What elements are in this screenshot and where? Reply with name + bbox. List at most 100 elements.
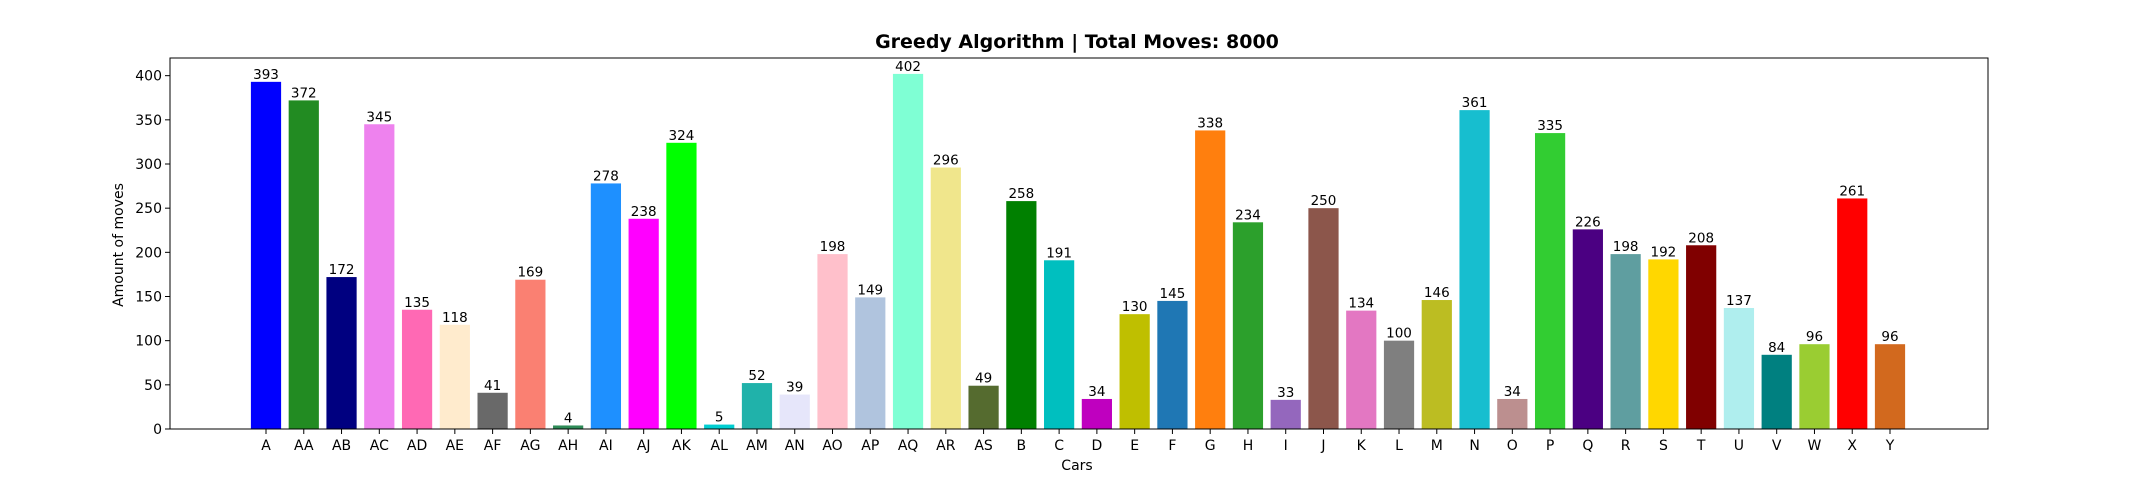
bar-value-label: 34 (1088, 384, 1105, 400)
bar (741, 383, 773, 429)
bar-value-label: 191 (1046, 245, 1072, 261)
bar (1610, 254, 1641, 429)
bar (1044, 260, 1075, 429)
x-tick-label: M (1431, 438, 1443, 454)
x-tick-label: D (1091, 438, 1102, 454)
x-tick-label: AQ (898, 438, 918, 454)
x-tick-label: AL (711, 438, 729, 454)
x-tick-label: X (1847, 438, 1857, 454)
bar-value-label: 208 (1688, 230, 1714, 246)
bar-value-label: 234 (1235, 207, 1261, 223)
x-tick-label: AM (746, 438, 768, 454)
bar-value-label: 96 (1881, 329, 1898, 345)
bar (1572, 229, 1603, 429)
bar-value-label: 96 (1806, 329, 1823, 345)
x-tick-label: AS (974, 438, 993, 454)
bar (817, 254, 848, 429)
bar (1421, 300, 1452, 429)
bar-value-label: 226 (1575, 214, 1601, 230)
chart-title: Greedy Algorithm | Total Moves: 8000 (875, 31, 1279, 53)
x-tick-label: R (1621, 438, 1631, 454)
x-tick-label: AI (599, 438, 613, 454)
bar-value-label: 145 (1160, 286, 1186, 302)
x-tick-label: A (261, 438, 271, 454)
x-tick-label: AF (484, 438, 502, 454)
bar-value-label: 338 (1197, 115, 1223, 131)
bar-value-label: 146 (1424, 285, 1450, 301)
bar (1459, 110, 1490, 429)
bar (1383, 340, 1415, 429)
bar (553, 425, 584, 429)
bar (401, 309, 433, 429)
bar-value-label: 100 (1386, 326, 1412, 342)
bar (892, 73, 924, 430)
bar (439, 324, 470, 429)
y-tick-label: 0 (153, 422, 162, 438)
x-tick-label: V (1772, 438, 1782, 454)
x-tick-label: O (1507, 438, 1518, 454)
bar-value-label: 172 (329, 262, 355, 278)
y-tick-label: 200 (135, 245, 162, 261)
bar (326, 277, 357, 429)
bar (364, 124, 395, 429)
x-tick-label: I (1284, 438, 1288, 454)
bar-value-label: 149 (857, 282, 883, 298)
bar-value-label: 345 (366, 109, 392, 125)
bar-value-label: 402 (895, 59, 921, 75)
bar-value-label: 261 (1839, 183, 1865, 199)
x-tick-label: AG (520, 438, 540, 454)
y-axis-label: Amount of moves (111, 183, 127, 307)
bar (515, 279, 546, 429)
bar-value-label: 361 (1462, 95, 1488, 111)
bar-value-label: 250 (1311, 193, 1337, 209)
bar (1686, 245, 1717, 429)
bar (855, 297, 886, 429)
bar-value-label: 4 (564, 410, 573, 426)
x-tick-label: AK (672, 438, 692, 454)
bar (666, 142, 697, 430)
bar-value-label: 135 (404, 295, 430, 311)
bar-value-label: 41 (484, 378, 501, 394)
bar-value-label: 278 (593, 168, 619, 184)
bar (1497, 398, 1528, 429)
bar (1195, 130, 1226, 429)
bar (1648, 259, 1679, 429)
y-tick-label: 50 (144, 378, 162, 394)
bar-value-label: 5 (715, 410, 724, 426)
x-tick-label: C (1054, 438, 1064, 454)
bar (1308, 208, 1339, 429)
bar (1534, 133, 1566, 430)
bar-value-label: 137 (1726, 293, 1752, 309)
bar-value-label: 39 (786, 380, 803, 396)
x-tick-label: AR (936, 438, 956, 454)
bar-value-label: 198 (1613, 239, 1639, 255)
x-tick-label: L (1395, 438, 1403, 454)
bar (1270, 399, 1301, 429)
bar (968, 385, 999, 429)
bar (1346, 310, 1377, 429)
bar (1081, 398, 1112, 429)
y-tick-label: 300 (135, 157, 162, 173)
bar-value-label: 52 (748, 368, 765, 384)
x-tick-label: AB (332, 438, 351, 454)
x-tick-label: T (1696, 438, 1706, 454)
x-tick-label: F (1168, 438, 1176, 454)
bar-value-label: 198 (820, 239, 846, 255)
bar (1837, 198, 1868, 429)
bar-value-label: 372 (291, 85, 317, 101)
bar-value-label: 134 (1348, 296, 1374, 312)
bar (704, 424, 735, 429)
x-tick-label: AO (822, 438, 842, 454)
bar (288, 100, 319, 430)
bar-value-label: 258 (1008, 186, 1034, 202)
bar-value-label: 84 (1768, 340, 1785, 356)
x-tick-label: J (1320, 438, 1325, 454)
bar (1232, 222, 1264, 429)
y-tick-label: 250 (135, 201, 162, 217)
bar (250, 81, 282, 429)
x-tick-label: U (1734, 438, 1744, 454)
bar (1874, 344, 1906, 429)
x-tick-label: AN (785, 438, 805, 454)
bar-value-label: 49 (975, 371, 992, 387)
